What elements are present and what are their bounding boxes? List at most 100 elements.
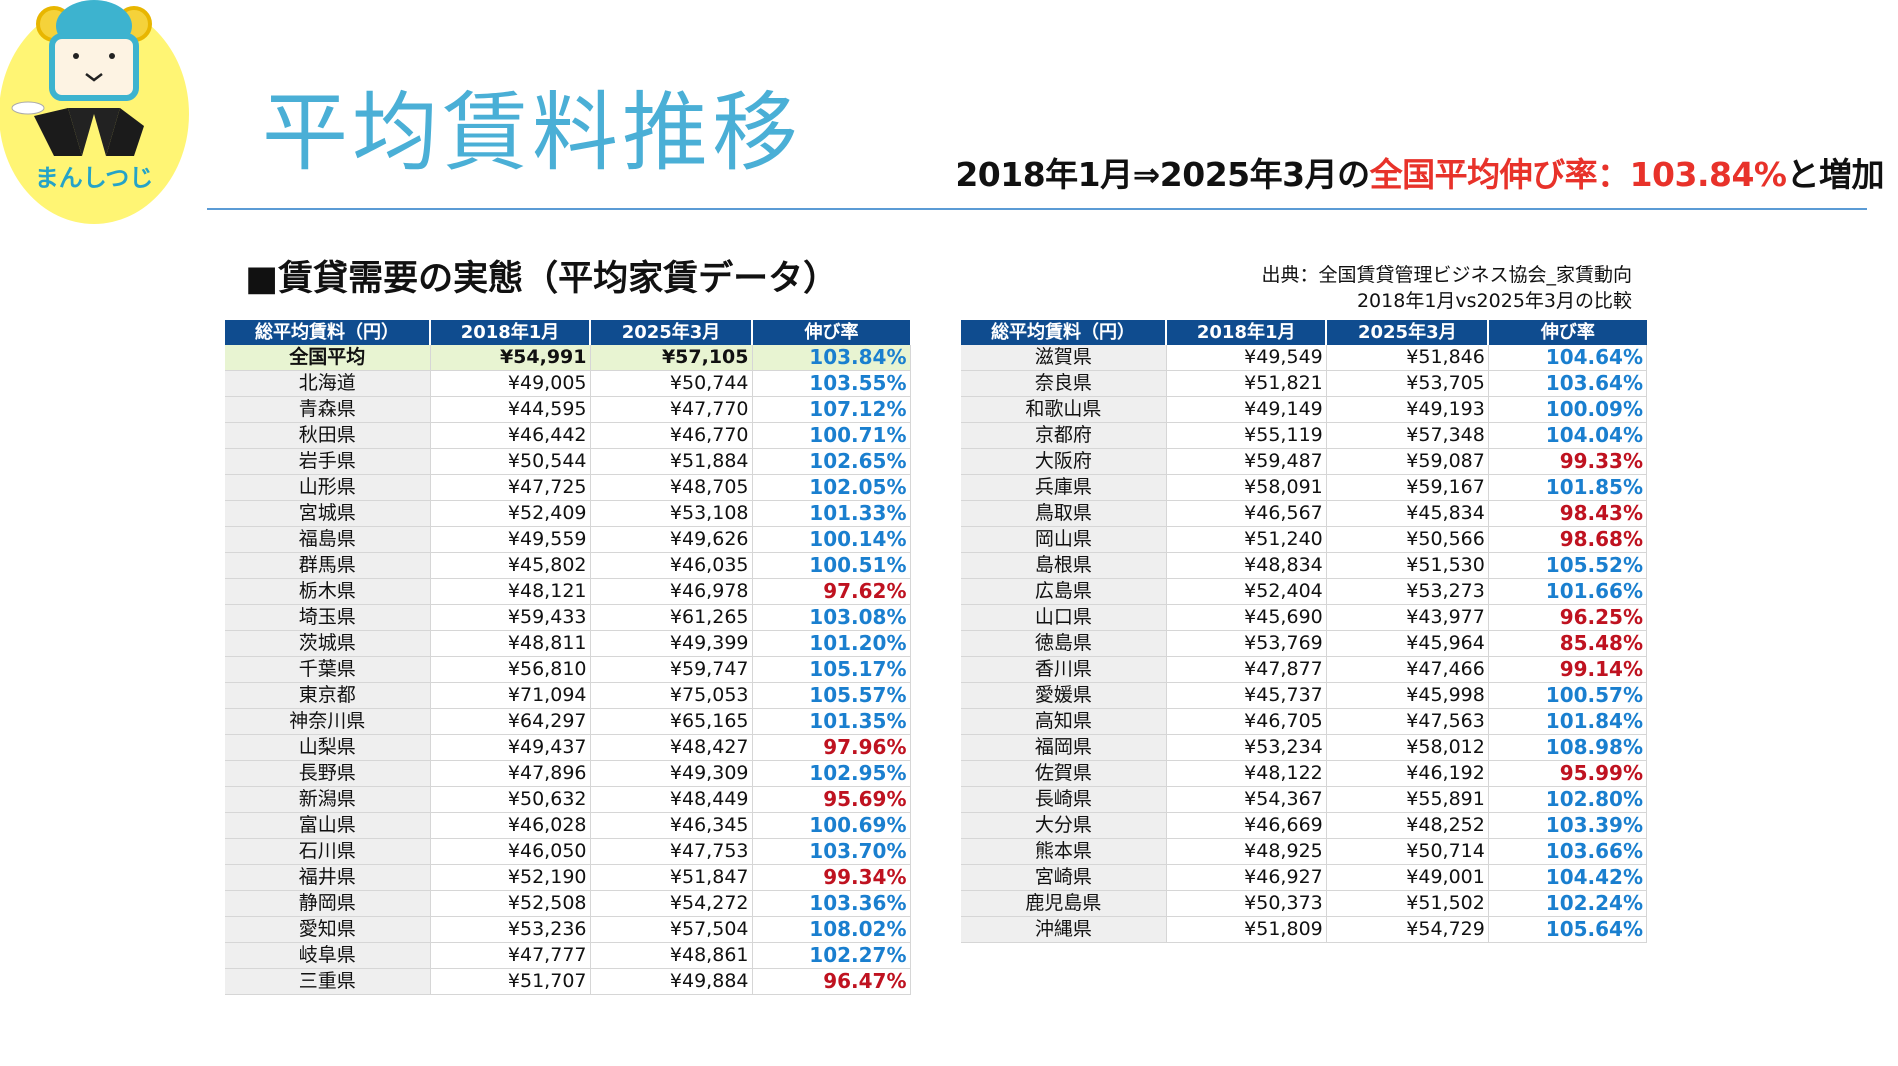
rent-2018-cell: ¥49,437: [430, 734, 591, 761]
table-row: 山形県 ¥47,725 ¥48,705 102.05%: [225, 474, 911, 501]
header-growth-rate: 伸び率: [752, 320, 910, 345]
rent-2025-cell: ¥51,502: [1326, 890, 1489, 917]
table-row: 鳥取県 ¥46,567 ¥45,834 98.43%: [961, 500, 1648, 527]
growth-rate-cell: 105.57%: [752, 682, 911, 709]
growth-rate-cell: 101.84%: [1488, 708, 1648, 735]
section-title: ■賃貸需要の実態（平均家賃データ）: [245, 259, 839, 299]
prefecture-cell: 愛知県: [225, 916, 431, 943]
prefecture-cell: 兵庫県: [961, 474, 1167, 501]
prefecture-cell: 岩手県: [225, 448, 431, 475]
growth-rate-cell: 99.33%: [1488, 448, 1648, 475]
rent-2018-cell: ¥47,777: [430, 942, 591, 969]
table-row: 長野県 ¥47,896 ¥49,309 102.95%: [225, 760, 911, 787]
rent-2018-cell: ¥46,442: [430, 422, 591, 449]
prefecture-cell: 京都府: [961, 422, 1167, 449]
table-row: 奈良県 ¥51,821 ¥53,705 103.64%: [961, 370, 1648, 397]
prefecture-cell: 岡山県: [961, 526, 1167, 553]
rent-table-right: 総平均賃料（円） 2018年1月 2025年3月 伸び率 滋賀県 ¥49,549 ¥…: [961, 320, 1648, 943]
growth-rate-cell: 108.02%: [752, 916, 911, 943]
prefecture-cell: 沖縄県: [961, 916, 1167, 943]
rent-2025-cell: ¥53,108: [590, 500, 753, 527]
rent-2018-cell: ¥52,190: [430, 864, 591, 891]
table-row: 静岡県 ¥52,508 ¥54,272 103.36%: [225, 890, 911, 917]
source-note: 出典：全国賃貸管理ビジネス協会_家賃動向 2018年1月vs2025年3月の比較: [1261, 262, 1632, 314]
rent-2018-cell: ¥53,234: [1166, 734, 1327, 761]
rent-2018-cell: ¥50,373: [1166, 890, 1327, 917]
prefecture-cell: 佐賀県: [961, 760, 1167, 787]
prefecture-cell: 全国平均: [225, 345, 431, 371]
growth-rate-cell: 105.64%: [1488, 916, 1648, 943]
rent-2025-cell: ¥48,449: [590, 786, 753, 813]
growth-rate-cell: 101.66%: [1488, 578, 1648, 605]
rent-table-left: 総平均賃料（円） 2018年1月 2025年3月 伸び率 全国平均 ¥54,991…: [225, 320, 911, 995]
growth-rate-cell: 102.95%: [752, 760, 911, 787]
rent-2025-cell: ¥54,729: [1326, 916, 1489, 943]
headline-suffix: と増加: [1786, 155, 1885, 194]
table-row: 千葉県 ¥56,810 ¥59,747 105.17%: [225, 656, 911, 683]
table-row: 秋田県 ¥46,442 ¥46,770 100.71%: [225, 422, 911, 449]
rent-2025-cell: ¥48,427: [590, 734, 753, 761]
header-2018: 2018年1月: [430, 320, 591, 345]
table-row: 埼玉県 ¥59,433 ¥61,265 103.08%: [225, 604, 911, 631]
growth-rate-cell: 100.14%: [752, 526, 911, 553]
growth-rate-cell: 102.05%: [752, 474, 911, 501]
table-header-row: 総平均賃料（円） 2018年1月 2025年3月 伸び率: [961, 320, 1647, 345]
prefecture-cell: 石川県: [225, 838, 431, 865]
table-row: 熊本県 ¥48,925 ¥50,714 103.66%: [961, 838, 1648, 865]
prefecture-cell: 滋賀県: [961, 345, 1167, 371]
growth-rate-cell: 101.35%: [752, 708, 911, 735]
header-region: 総平均賃料（円）: [961, 320, 1168, 345]
prefecture-cell: 山形県: [225, 474, 431, 501]
rent-2018-cell: ¥64,297: [430, 708, 591, 735]
growth-rate-cell: 103.70%: [752, 838, 911, 865]
growth-rate-cell: 105.52%: [1488, 552, 1648, 579]
table-row: 茨城県 ¥48,811 ¥49,399 101.20%: [225, 630, 911, 657]
table-row: 愛知県 ¥53,236 ¥57,504 108.02%: [225, 916, 911, 943]
growth-rate-cell: 102.65%: [752, 448, 911, 475]
growth-rate-cell: 102.24%: [1488, 890, 1648, 917]
rent-2025-cell: ¥47,753: [590, 838, 753, 865]
rent-2018-cell: ¥49,559: [430, 526, 591, 553]
prefecture-cell: 栃木県: [225, 578, 431, 605]
rent-2018-cell: ¥58,091: [1166, 474, 1327, 501]
rent-2018-cell: ¥53,236: [430, 916, 591, 943]
header-2025: 2025年3月: [590, 320, 753, 345]
table-row: 三重県 ¥51,707 ¥49,884 96.47%: [225, 968, 911, 995]
rent-2018-cell: ¥47,896: [430, 760, 591, 787]
prefecture-cell: 東京都: [225, 682, 431, 709]
table-row: 島根県 ¥48,834 ¥51,530 105.52%: [961, 552, 1648, 579]
rent-2025-cell: ¥49,001: [1326, 864, 1489, 891]
rent-2025-cell: ¥47,466: [1326, 656, 1489, 683]
header-divider: [207, 208, 1867, 210]
table-row: 北海道 ¥49,005 ¥50,744 103.55%: [225, 370, 911, 397]
rent-2025-cell: ¥53,273: [1326, 578, 1489, 605]
growth-rate-cell: 100.09%: [1488, 396, 1648, 423]
table-row: 高知県 ¥46,705 ¥47,563 101.84%: [961, 708, 1648, 735]
table-row: 和歌山県 ¥49,149 ¥49,193 100.09%: [961, 396, 1648, 423]
rent-2025-cell: ¥48,861: [590, 942, 753, 969]
rent-2025-cell: ¥45,964: [1326, 630, 1489, 657]
rent-2025-cell: ¥46,978: [590, 578, 753, 605]
rent-2018-cell: ¥46,927: [1166, 864, 1327, 891]
table-row: 石川県 ¥46,050 ¥47,753 103.70%: [225, 838, 911, 865]
table-row: 愛媛県 ¥45,737 ¥45,998 100.57%: [961, 682, 1648, 709]
growth-rate-cell: 99.34%: [752, 864, 911, 891]
header-growth-rate: 伸び率: [1488, 320, 1647, 345]
rent-2025-cell: ¥50,714: [1326, 838, 1489, 865]
growth-rate-cell: 105.17%: [752, 656, 911, 683]
table-row: 栃木県 ¥48,121 ¥46,978 97.62%: [225, 578, 911, 605]
growth-rate-cell: 107.12%: [752, 396, 911, 423]
headline-highlight: 全国平均伸び率：103.84%: [1369, 155, 1787, 194]
rent-2018-cell: ¥52,404: [1166, 578, 1327, 605]
table-row: 香川県 ¥47,877 ¥47,466 99.14%: [961, 656, 1648, 683]
table-row: 鹿児島県 ¥50,373 ¥51,502 102.24%: [961, 890, 1648, 917]
prefecture-cell: 高知県: [961, 708, 1167, 735]
rent-2025-cell: ¥47,770: [590, 396, 753, 423]
growth-rate-cell: 100.57%: [1488, 682, 1648, 709]
rent-2025-cell: ¥45,834: [1326, 500, 1489, 527]
rent-2025-cell: ¥46,770: [590, 422, 753, 449]
rent-2018-cell: ¥59,487: [1166, 448, 1327, 475]
table-header-row: 総平均賃料（円） 2018年1月 2025年3月 伸び率: [225, 320, 910, 345]
rent-2018-cell: ¥53,769: [1166, 630, 1327, 657]
page-title: 平均賃料推移: [262, 83, 802, 183]
